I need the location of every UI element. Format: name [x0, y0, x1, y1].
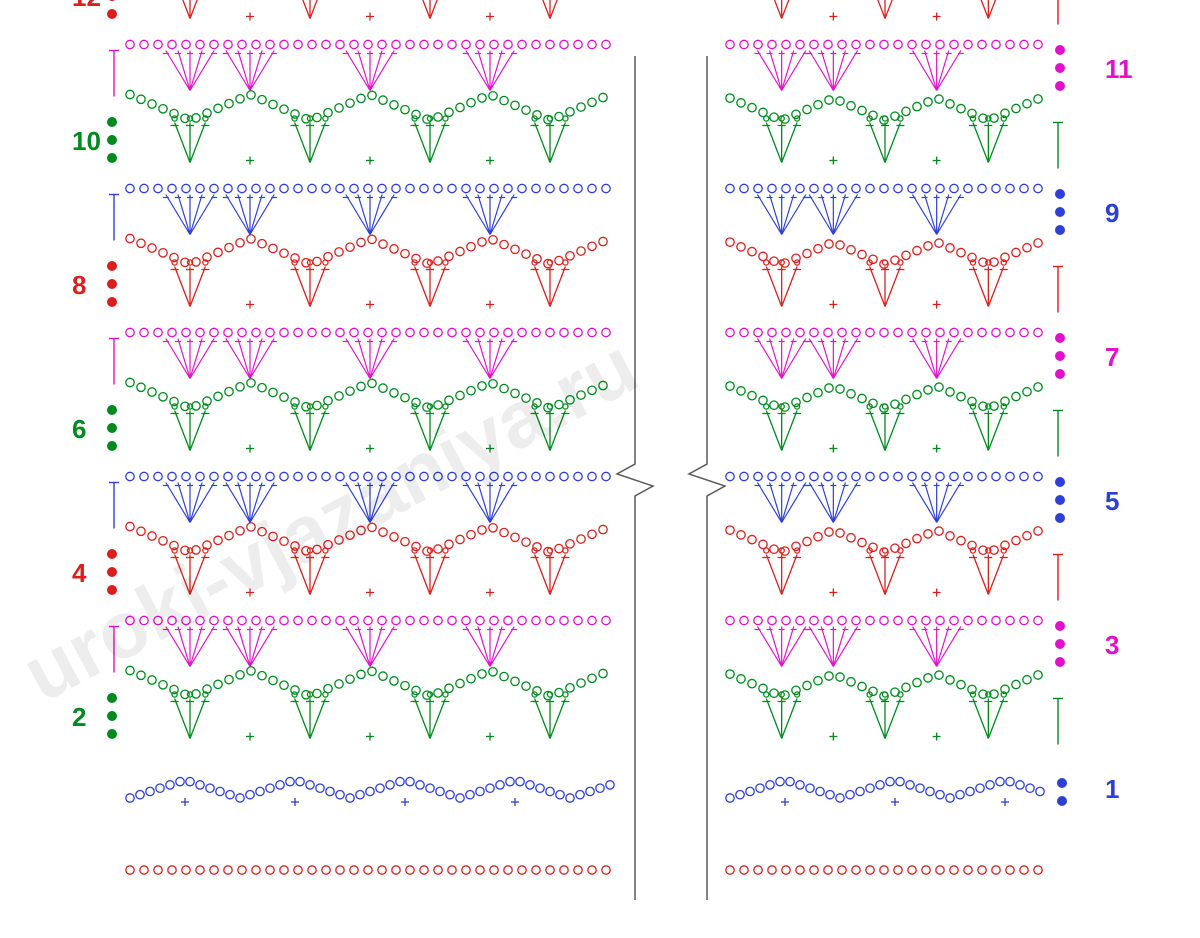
row-label-11: 11 — [1105, 54, 1133, 85]
row-label-8: 8 — [72, 270, 86, 301]
row-label-10: 10 — [72, 126, 101, 157]
row-label-5: 5 — [1105, 486, 1119, 517]
row-label-2: 2 — [72, 702, 86, 733]
row-label-3: 3 — [1105, 630, 1119, 661]
row-label-6: 6 — [72, 414, 86, 445]
row-label-7: 7 — [1105, 342, 1119, 373]
row-label-4: 4 — [72, 558, 86, 589]
row-label-12: 12 — [72, 0, 101, 13]
row-label-9: 9 — [1105, 198, 1119, 229]
row-label-1: 1 — [1105, 774, 1119, 805]
chart-svg — [0, 0, 1200, 938]
crochet-chart: uroki-vjazaniya.ru 123456789101112 — [0, 0, 1200, 938]
